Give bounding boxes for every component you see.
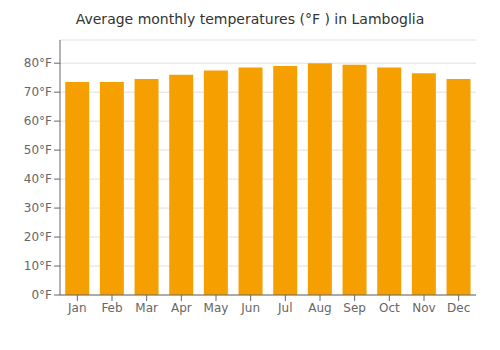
svg-text:Apr: Apr	[171, 301, 192, 315]
svg-text:Oct: Oct	[379, 301, 400, 315]
svg-text:Feb: Feb	[101, 301, 122, 315]
svg-text:Mar: Mar	[135, 301, 158, 315]
svg-text:40°F: 40°F	[24, 172, 52, 186]
svg-text:50°F: 50°F	[24, 143, 52, 157]
svg-text:Sep: Sep	[343, 301, 366, 315]
svg-text:Nov: Nov	[412, 301, 435, 315]
svg-text:60°F: 60°F	[24, 114, 52, 128]
svg-text:30°F: 30°F	[24, 201, 52, 215]
svg-text:20°F: 20°F	[24, 230, 52, 244]
svg-text:Jan: Jan	[67, 301, 87, 315]
svg-text:Jul: Jul	[277, 301, 292, 315]
svg-text:0°F: 0°F	[31, 288, 52, 302]
svg-text:70°F: 70°F	[24, 85, 52, 99]
svg-text:80°F: 80°F	[24, 56, 52, 70]
html-text:Average monthly temperatures (: Average monthly temperatures (°F ) in La…	[75, 11, 425, 27]
svg-text:Jun: Jun	[240, 301, 260, 315]
svg-text:Dec: Dec	[447, 301, 470, 315]
svg-text:10°F: 10°F	[24, 259, 52, 273]
svg-text:Aug: Aug	[308, 301, 331, 315]
svg-text:May: May	[204, 301, 229, 315]
